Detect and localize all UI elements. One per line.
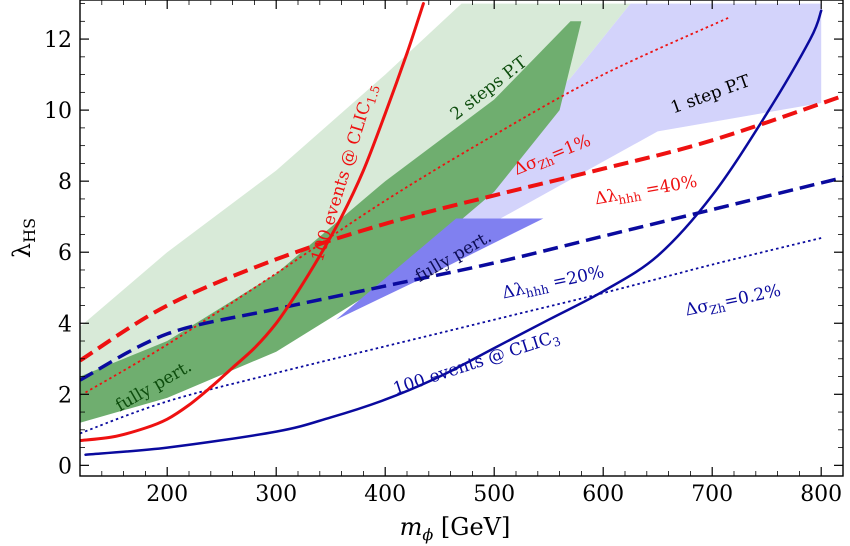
y-tick-label: 2: [58, 383, 72, 408]
plot-frame: [79, 0, 844, 477]
y-tick-label: 12: [44, 28, 72, 53]
x-tick-label: 600: [582, 482, 624, 507]
x-tick-label: 700: [691, 482, 733, 507]
series-dlambda-hhh-40: [80, 94, 843, 363]
region-fully-perturbative-region-blue: [336, 218, 544, 320]
y-tick-label: 6: [58, 241, 72, 266]
series-dlambda-hhh-20: [80, 175, 843, 382]
series-clic15-100-events: [80, 2, 425, 442]
y-axis-title: λHS: [8, 218, 39, 258]
x-tick-label: 800: [800, 482, 842, 507]
x-axis-title: mϕ [GeV]: [400, 513, 511, 544]
series-clic3-100-events: [84, 9, 823, 456]
tick-marks: [79, 0, 844, 476]
x-tick-label: 500: [473, 482, 515, 507]
x-tick-label: 400: [364, 482, 406, 507]
y-tick-label: 8: [58, 170, 72, 195]
annotation-label-dlambda-40: Δλhhh =40%: [593, 172, 699, 212]
tick-labels: 200 300 400 500 600 700 800 0 2 4 6 8 10 12: [44, 28, 842, 507]
x-tick-label: 300: [255, 482, 297, 507]
y-tick-label: 4: [58, 312, 72, 337]
x-tick-label: 200: [146, 482, 188, 507]
annotation-label-dsigma-02: ΔσZh=0.2%: [683, 281, 783, 323]
annotation-label-clic3: 100 events @ CLIC3: [391, 327, 563, 402]
series-dsigma-zh-1: [85, 16, 729, 394]
y-tick-label: 10: [44, 99, 72, 124]
axes: [79, 0, 844, 477]
curve-series: [80, 2, 843, 456]
series-dsigma-zh-02: [80, 237, 822, 435]
y-tick-label: 0: [58, 454, 72, 479]
